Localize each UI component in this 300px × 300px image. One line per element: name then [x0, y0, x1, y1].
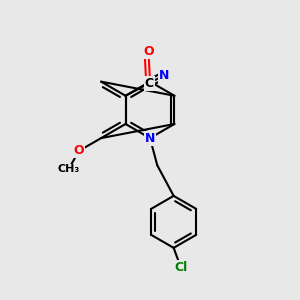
- Text: CH₃: CH₃: [57, 164, 80, 174]
- Text: C: C: [145, 77, 154, 90]
- Text: N: N: [159, 69, 169, 82]
- Text: Cl: Cl: [174, 261, 188, 274]
- Text: N: N: [145, 132, 155, 145]
- Text: O: O: [143, 46, 154, 59]
- Text: O: O: [74, 144, 84, 157]
